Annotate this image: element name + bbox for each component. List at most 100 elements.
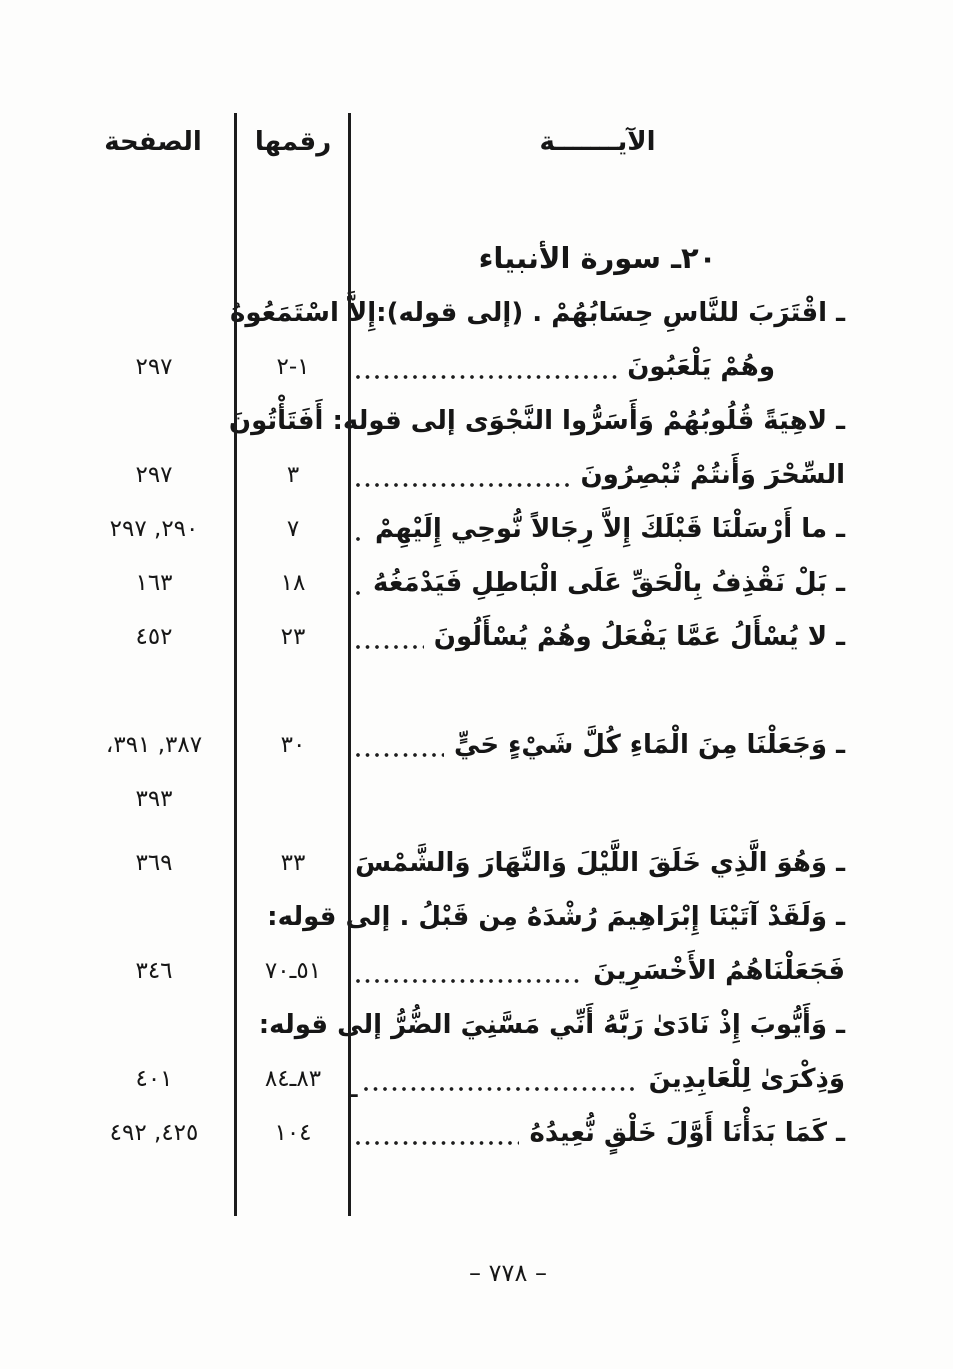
surah-section-title: ٢٠ـ سورة الأنبياء: [478, 241, 717, 275]
verse-line: ـ وَجَعَلْنَا مِنَ الْمَاءِ كُلَّ شَيْءٍ…: [350, 718, 845, 772]
verse-text: فَجَعَلْنَاهُمُ الأَخْسَرِينَ: [593, 956, 845, 986]
verse-number: ١٨: [280, 570, 306, 596]
index-entry-row: ـ لاهِيَةً قُلُوبُهُمْ وَأَسَرُّوا النَّ…: [0, 394, 953, 502]
page-number: ٤٠١: [135, 1066, 173, 1092]
page-number-cell: ٢٩٧: [0, 394, 236, 502]
page-number-cell: ١٦٣: [0, 556, 236, 610]
page-number-group: ٢٩٧: [135, 448, 172, 502]
verse-line: ـ وَأَيُّوبَ إِذْ نَادَىٰ رَبَّهُ أَنِّي…: [259, 998, 845, 1052]
verse-number-cell: ٣٠: [236, 718, 350, 826]
verse-cell: ـ لاهِيَةً قُلُوبُهُمْ وَأَسَرُّوا النَّ…: [229, 394, 845, 502]
index-entry-row: ـ بَلْ نَقْذِفُ بِالْحَقِّ عَلَى الْبَاط…: [0, 556, 953, 610]
verse-cell: ـ بَلْ نَقْذِفُ بِالْحَقِّ عَلَى الْبَاط…: [350, 556, 845, 610]
page-number: ٢٩٧: [135, 354, 173, 380]
header-cell-page: الصفحة: [0, 118, 236, 166]
dotted-leader: [356, 979, 584, 983]
index-entry-row: ـ وَلَقَدْ آتَيْنَا إِبْرَاهِيمَ رُشْدَه…: [0, 890, 953, 998]
verse-column-label: الآيـــــــة: [539, 127, 656, 157]
footer-page-number: – ٧٧٨ –: [469, 1259, 547, 1287]
verse-number: ١٠٤: [274, 1120, 312, 1146]
verse-text: ـ وَأَيُّوبَ إِذْ نَادَىٰ رَبَّهُ أَنِّي…: [258, 1010, 845, 1040]
verse-number-cell: ٨٣ـ٨٤: [236, 998, 350, 1106]
dotted-leader: [356, 1141, 520, 1145]
page-number-group: ٣٦٩: [135, 836, 172, 890]
verse-number: ٢٣: [280, 624, 306, 650]
page-number-cell: ٤٢٥, ٤٩٢: [0, 1106, 236, 1160]
column-divider-page-number: [234, 113, 237, 1216]
table-header-row: الآيـــــــة رقمها الصفحة: [0, 118, 953, 166]
page-number-cell: ٣٦٩: [0, 836, 236, 890]
dotted-leader: [356, 375, 618, 379]
dotted-leader: [356, 645, 424, 649]
verse-number: ٥١ـ٧٠: [264, 958, 322, 984]
verse-line: ـ كَمَا بَدَأْنَا أَوَّلَ خَلْقٍ نُّعِيد…: [350, 1106, 845, 1160]
verse-cell: ـ لا يُسْأَلُ عَمَّا يَفْعَلُ وهُمْ يُسْ…: [350, 610, 845, 664]
verse-number: ٧: [286, 516, 300, 542]
verse-text: ـ وَجَعَلْنَا مِنَ الْمَاءِ كُلَّ شَيْءٍ…: [454, 730, 845, 760]
page-number: ٣٤٦: [135, 958, 173, 984]
verse-text: ـ كَمَا بَدَأْنَا أَوَّلَ خَلْقٍ نُّعِيد…: [529, 1118, 845, 1148]
index-entry-row: ـ كَمَا بَدَأْنَا أَوَّلَ خَلْقٍ نُّعِيد…: [0, 1106, 953, 1160]
verse-line: ـ اقْتَرَبَ للنَّاسِ حِسَابُهُمْ . (إلى …: [230, 286, 845, 340]
page-number-cell: ٤٥٢: [0, 610, 236, 664]
dotted-leader: [356, 537, 365, 541]
index-entry-row: ـ وَهُوَ الَّذِي خَلَقَ اللَّيْلَ وَالنَ…: [0, 836, 953, 890]
table: الآيـــــــة رقمها الصفحة ٢٠ـ سورة الأنب…: [0, 118, 953, 1160]
verse-number-cell: ٣: [236, 394, 350, 502]
verse-number: ٣٣: [280, 850, 306, 876]
dotted-leader: [356, 591, 364, 595]
verse-line: ـ ما أَرْسَلْنَا قَبْلَكَ إِلاَّ رِجَالا…: [350, 502, 845, 556]
page-number: ٢٩٠, ٢٩٧: [109, 516, 199, 542]
page-number: ٣٩٣: [135, 786, 173, 812]
verse-text: ـ وَهُوَ الَّذِي خَلَقَ اللَّيْلَ وَالنَ…: [355, 848, 845, 878]
header-cell-number: رقمها: [236, 118, 350, 166]
verse-text: ـ ما أَرْسَلْنَا قَبْلَكَ إِلاَّ رِجَالا…: [374, 514, 845, 544]
page-number-group: ٢٩٠, ٢٩٧: [110, 502, 199, 556]
verse-line: وهُمْ يَلْعَبُونَ: [350, 340, 845, 394]
page-number-group: ٣٤٦: [135, 944, 172, 998]
verse-text: ـ لاهِيَةً قُلُوبُهُمْ وَأَسَرُّوا النَّ…: [228, 406, 845, 436]
page-number-cell: ٢٩٠, ٢٩٧: [0, 502, 236, 556]
verse-cell: ـ كَمَا بَدَأْنَا أَوَّلَ خَلْقٍ نُّعِيد…: [350, 1106, 845, 1160]
verse-text: وهُمْ يَلْعَبُونَ: [627, 352, 775, 382]
page-number-group: ٤٢٥, ٤٩٢: [110, 1106, 199, 1160]
verse-cell: ـ وَهُوَ الَّذِي خَلَقَ اللَّيْلَ وَالنَ…: [350, 836, 845, 890]
index-entry-row: ـ وَأَيُّوبَ إِذْ نَادَىٰ رَبَّهُ أَنِّي…: [0, 998, 953, 1106]
column-divider-number-verse: [348, 113, 351, 1216]
verse-line: وَذِكْرَىٰ لِلْعَابِدِينَ ـ: [350, 1052, 845, 1106]
dotted-leader: [363, 1087, 639, 1091]
page-number-cell: ٢٩٧: [0, 286, 236, 394]
verse-cell: ـ اقْتَرَبَ للنَّاسِ حِسَابُهُمْ . (إلى …: [230, 286, 845, 394]
verse-line: ـ وَهُوَ الَّذِي خَلَقَ اللَّيْلَ وَالنَ…: [350, 836, 845, 890]
header-cell-verse: الآيـــــــة: [350, 118, 845, 166]
page-number-cell: ٣٨٧, ٣٩١، ٣٩٣: [0, 718, 236, 826]
verse-line: فَجَعَلْنَاهُمُ الأَخْسَرِينَ: [350, 944, 845, 998]
verse-line: ـ لا يُسْأَلُ عَمَّا يَفْعَلُ وهُمْ يُسْ…: [350, 610, 845, 664]
index-entry-row: ـ اقْتَرَبَ للنَّاسِ حِسَابُهُمْ . (إلى …: [0, 286, 953, 394]
verse-number-cell: ٧: [236, 502, 350, 556]
verse-text: ـ اقْتَرَبَ للنَّاسِ حِسَابُهُمْ . (إلى …: [230, 298, 845, 328]
verse-text: ـ بَلْ نَقْذِفُ بِالْحَقِّ عَلَى الْبَاط…: [373, 568, 845, 598]
page-number: ٣٨٧, ٣٩١،: [105, 732, 203, 758]
page-number-cell: ٤٠١: [0, 998, 236, 1106]
verse-line: السِّحْرَ وَأَنتُمْ تُبْصِرُونَ: [350, 448, 845, 502]
page-number-group: ٢٩٧: [135, 340, 172, 394]
verse-number: ٣٠: [280, 732, 306, 758]
page-number-group: ٤٥٢: [135, 610, 172, 664]
verse-cell: ـ ما أَرْسَلْنَا قَبْلَكَ إِلاَّ رِجَالا…: [350, 502, 845, 556]
verse-number-cell: ١٨: [236, 556, 350, 610]
page-column-label: الصفحة: [104, 127, 202, 157]
verse-number: ٣: [286, 462, 300, 488]
page-number-group: ٣٨٧, ٣٩١، ٣٩٣: [106, 718, 202, 826]
verse-cell: ـ وَجَعَلْنَا مِنَ الْمَاءِ كُلَّ شَيْءٍ…: [350, 718, 845, 826]
page-number: ٤٥٢: [135, 624, 173, 650]
verse-text: السِّحْرَ وَأَنتُمْ تُبْصِرُونَ: [580, 460, 845, 490]
verse-cell: ـ وَأَيُّوبَ إِذْ نَادَىٰ رَبَّهُ أَنِّي…: [259, 998, 845, 1106]
verse-number-cell: ١٠٤: [236, 1106, 350, 1160]
entries: ـ اقْتَرَبَ للنَّاسِ حِسَابُهُمْ . (إلى …: [0, 286, 953, 1160]
page-number-cell: ٣٤٦: [0, 890, 236, 998]
verse-text: ـ وَلَقَدْ آتَيْنَا إِبْرَاهِيمَ رُشْدَه…: [267, 902, 845, 932]
verse-line: ـ وَلَقَدْ آتَيْنَا إِبْرَاهِيمَ رُشْدَه…: [267, 890, 845, 944]
page-number: ٣٦٩: [135, 850, 173, 876]
